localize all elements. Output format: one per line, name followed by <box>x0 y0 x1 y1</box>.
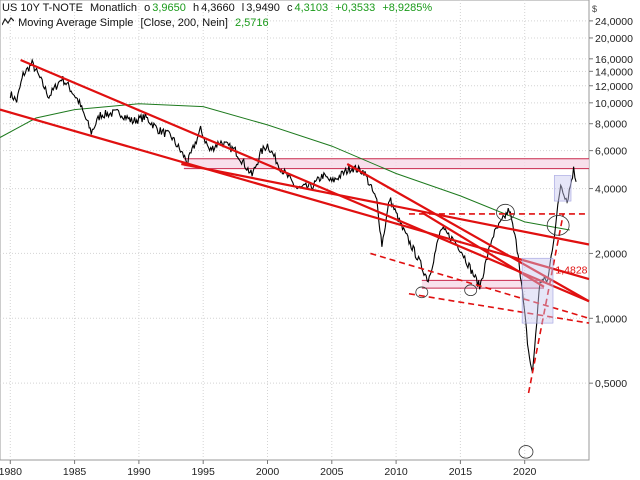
change-value: +0,3533 <box>335 2 376 14</box>
x-tick-label: 1995 <box>192 466 216 478</box>
dashed-trend-line <box>408 292 590 324</box>
price-band <box>421 280 544 289</box>
open-value: 3,9650 <box>152 2 186 14</box>
x-tick-label: 1990 <box>127 466 151 478</box>
close-label: c <box>286 2 293 14</box>
y-tick-label: 20,0000 <box>595 33 633 45</box>
x-tick-label: 2010 <box>384 466 408 478</box>
price-layer <box>9 58 577 373</box>
ma-params: [Close, 200, Nein] <box>140 17 228 29</box>
open-label: o <box>144 2 151 14</box>
highlight-box <box>553 175 572 202</box>
y-tick-label: 14,0000 <box>595 66 633 78</box>
y-tick-label: 24,0000 <box>595 16 633 28</box>
x-tick-label: 2020 <box>513 466 537 478</box>
y-tick-label: 1,0000 <box>595 313 627 325</box>
plot-frame <box>0 0 590 461</box>
pivot-circle <box>464 284 478 297</box>
x-tick-label: 1985 <box>63 466 87 478</box>
x-tick-label: 1980 <box>0 466 22 478</box>
pivot-circle <box>546 215 570 236</box>
price-line <box>9 58 577 373</box>
y-tick-label: 0,5000 <box>595 378 627 390</box>
pivot-circle <box>415 286 429 299</box>
header-line-1: US 10Y T-NOTE Monatlich o 3,9650 h 4,3660 … <box>2 2 436 15</box>
ma-label: Moving Average Simple <box>18 17 134 29</box>
y-tick-label: 8,0000 <box>595 119 627 131</box>
header-line-2: Moving Average Simple [Close, 200, Nein]… <box>1 17 273 30</box>
change-percent: +8,9285% <box>382 2 433 14</box>
x-tick-label: 2000 <box>256 466 280 478</box>
y-tick-label: 10,0000 <box>595 98 633 110</box>
dashed-trend-line <box>370 252 590 320</box>
annotation-label: 1,4828 <box>555 264 587 276</box>
pivot-circle <box>518 445 534 459</box>
y-tick-label: 4,0000 <box>595 184 627 196</box>
trend-lines-layer <box>0 58 590 394</box>
trend-line <box>346 163 590 303</box>
ma-value: 2,5716 <box>235 17 269 29</box>
markers-layer: 1,4828 <box>415 175 588 459</box>
x-axis: 1980 1985 1990 1995 2000 2005 2010 2015 2020 <box>0 460 537 478</box>
moving-average-icon <box>1 17 17 29</box>
dashed-trend-line <box>527 213 565 394</box>
low-label: l <box>241 2 245 14</box>
highlight-box <box>521 257 554 324</box>
grid <box>0 0 589 460</box>
y-tick-label: 12,0000 <box>595 81 633 93</box>
chart-interval: Monatlich <box>89 2 138 14</box>
low-value: 3,9490 <box>246 2 280 14</box>
pivot-circle <box>496 203 515 221</box>
currency-label: $ <box>592 4 597 14</box>
close-value: 4,3103 <box>294 2 329 14</box>
y-tick-label: 2,0000 <box>595 248 627 260</box>
high-label: h <box>192 2 200 14</box>
price-band <box>183 158 590 169</box>
moving-average-layer <box>0 103 570 231</box>
trend-line <box>0 108 590 281</box>
trend-line <box>20 58 590 303</box>
high-value: 4,3660 <box>201 2 235 14</box>
moving-average-line <box>0 103 570 231</box>
x-tick-label: 2005 <box>320 466 344 478</box>
y-tick-label: 6,0000 <box>595 146 627 158</box>
trend-line <box>181 162 590 246</box>
trend-line <box>421 211 545 288</box>
chart-symbol: US 10Y T-NOTE <box>2 2 83 14</box>
y-tick-label: 16,0000 <box>595 54 633 66</box>
x-tick-label: 2015 <box>449 466 473 478</box>
